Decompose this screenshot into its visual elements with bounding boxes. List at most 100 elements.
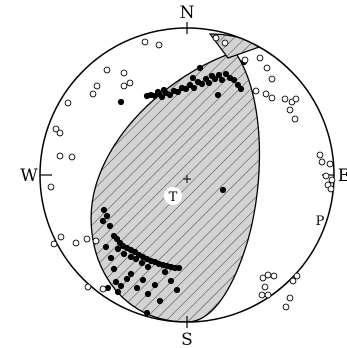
dilatation-point — [264, 271, 272, 279]
dilatation-point — [282, 303, 290, 311]
compression-point — [132, 255, 140, 263]
dilatation-point — [264, 291, 272, 299]
compression-point — [151, 281, 159, 289]
compression-point — [230, 76, 238, 84]
compression-point — [167, 277, 175, 285]
dilatation-point — [83, 235, 91, 243]
compression-point — [102, 243, 110, 251]
compression-point — [214, 91, 222, 99]
compression-point — [133, 284, 141, 292]
dilatation-point — [56, 152, 64, 160]
compression-point — [160, 86, 168, 94]
compression-point — [106, 222, 114, 230]
dilatation-point — [281, 95, 289, 103]
dilatation-point — [252, 87, 260, 95]
p-axis-marker: P — [316, 214, 325, 229]
compression-point — [110, 265, 118, 273]
compression-point — [117, 98, 125, 106]
dilatation-point — [126, 79, 134, 87]
compass-north-label: N — [180, 3, 195, 23]
dilatation-point — [120, 82, 128, 90]
dilatation-point — [50, 240, 58, 248]
compression-point — [127, 270, 135, 278]
dilatation-point — [256, 54, 264, 62]
dilatation-point — [263, 64, 271, 72]
compression-point — [190, 84, 198, 92]
dilatation-point — [328, 176, 336, 184]
compression-point — [156, 297, 164, 305]
compression-point — [211, 75, 219, 83]
dilatation-point — [141, 38, 149, 46]
dilatation-point — [270, 272, 278, 280]
compression-point — [219, 186, 227, 194]
dilatation-point — [291, 115, 299, 123]
dilatation-point — [52, 125, 60, 133]
compression-point — [114, 288, 122, 296]
compression-point — [174, 88, 182, 96]
compression-point — [189, 74, 197, 82]
compression-point — [139, 276, 147, 284]
dilatation-point — [47, 183, 55, 191]
dilatation-point — [268, 75, 276, 83]
compression-point — [144, 263, 152, 271]
dilatation-point — [84, 283, 92, 291]
compression-point — [237, 85, 245, 93]
dilatation-point — [268, 94, 276, 102]
dilatation-point — [322, 172, 330, 180]
dilatation-point — [289, 277, 297, 285]
dilatation-point — [286, 294, 294, 302]
compression-point — [198, 80, 206, 88]
dilatation-point — [103, 66, 111, 74]
dilatation-point — [258, 291, 266, 299]
dilatation-point — [293, 272, 301, 280]
compression-point — [143, 309, 151, 317]
compass-east-label: E — [338, 166, 347, 186]
compression-point — [161, 268, 169, 276]
dilatation-point — [93, 82, 101, 90]
compression-point — [196, 64, 204, 72]
dilatation-point — [259, 274, 267, 282]
center-plus-icon — [183, 175, 191, 183]
dilatation-point — [89, 90, 97, 98]
dilatation-point — [212, 34, 220, 42]
dilatation-point — [241, 56, 249, 64]
compression-point — [158, 93, 166, 101]
dilatation-point — [120, 69, 128, 77]
compression-point — [114, 245, 122, 253]
compression-polarities — [99, 58, 248, 317]
dilatation-point — [221, 39, 229, 47]
dilatation-point — [261, 283, 269, 291]
t-axis-marker: T — [164, 187, 182, 205]
dilatation-point — [262, 90, 270, 98]
compression-point — [100, 206, 108, 214]
dilatation-point — [327, 185, 335, 193]
dilatation-point — [99, 285, 107, 293]
dilatation-polarities — [47, 34, 336, 311]
dilatation-point — [57, 233, 65, 241]
dilatation-point — [286, 106, 294, 114]
dilatation-point — [155, 41, 163, 49]
dilatation-point — [326, 160, 334, 168]
dilatation-point — [56, 129, 64, 137]
dilatation-point — [318, 158, 326, 166]
dilatation-point — [64, 99, 72, 107]
compression-point — [138, 259, 146, 267]
compression-point — [120, 250, 128, 258]
compression-point — [215, 71, 223, 79]
compression-point — [154, 88, 162, 96]
compression-point — [175, 264, 183, 272]
compression-point — [99, 217, 107, 225]
compression-point — [166, 91, 174, 99]
dilatation-point — [72, 239, 80, 247]
compass-west-label: W — [20, 166, 38, 186]
compression-point — [144, 290, 152, 298]
compression-point — [123, 275, 131, 283]
compression-point — [222, 70, 230, 78]
dilatation-point — [292, 95, 300, 103]
compression-point — [117, 282, 125, 290]
compression-point — [218, 76, 226, 84]
compression-point — [103, 212, 111, 220]
dilatation-point — [68, 153, 76, 161]
compression-point — [173, 286, 181, 294]
